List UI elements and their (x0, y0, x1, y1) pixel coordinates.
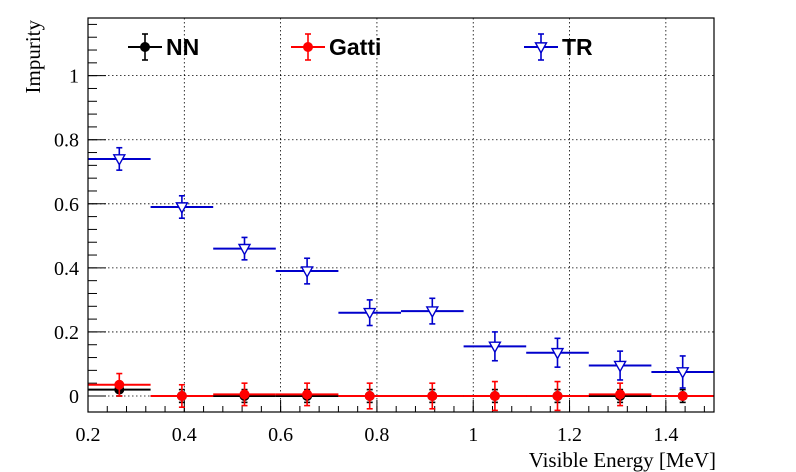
legend-label: TR (562, 34, 593, 60)
data-point (363, 307, 377, 320)
data-point (114, 379, 125, 390)
y-tick-label: 0 (69, 386, 79, 408)
series-layer (88, 146, 714, 412)
x-tick-label: 0.4 (172, 424, 197, 446)
data-point (550, 347, 565, 360)
series-tr (88, 146, 714, 389)
plot-frame (87, 17, 715, 413)
data-point (302, 389, 313, 400)
y-axis-title: Impurity (21, 20, 45, 94)
legend-label: NN (166, 34, 199, 60)
data-point (425, 306, 439, 319)
y-tick-label: 0.4 (54, 258, 79, 280)
data-point (552, 390, 563, 401)
y-tick-label: 0.6 (54, 194, 79, 216)
series-gatti (88, 372, 714, 412)
x-axis-title: Visible Energy [MeV] (529, 448, 716, 472)
data-point (364, 390, 375, 401)
legend-marker (140, 42, 150, 52)
tick-layer (87, 23, 705, 412)
y-tick-label: 0.8 (54, 130, 79, 152)
data-point (615, 389, 626, 400)
data-point (176, 390, 187, 401)
data-point (175, 202, 189, 215)
data-point (427, 390, 438, 401)
legend-item-nn: NN (128, 33, 199, 61)
data-point (300, 266, 314, 279)
data-point (613, 360, 627, 373)
data-point (489, 390, 500, 401)
legend-marker (303, 42, 313, 52)
data-point (239, 389, 250, 400)
legend-item-gatti: Gatti (291, 33, 381, 61)
data-point (488, 341, 502, 354)
y-tick-label: 1 (69, 66, 79, 88)
y-tick-label: 0.2 (54, 322, 79, 344)
x-tick-label: 0.8 (364, 424, 389, 446)
x-tick-label: 0.6 (268, 424, 293, 446)
x-tick-label: 1.2 (557, 424, 582, 446)
data-point (676, 367, 690, 380)
x-tick-label: 1 (468, 424, 478, 446)
data-point (237, 243, 252, 256)
tick-labels: 0.2 0.4 0.6 0.8 1 1.2 1.4 0 0.2 0.4 0.6 0.8 1 (54, 66, 678, 446)
x-tick-label: 1.4 (653, 424, 678, 446)
data-point (112, 154, 126, 167)
legend-label: Gatti (329, 34, 381, 60)
x-tick-label: 0.2 (76, 424, 101, 446)
legend: NN Gatti TR (128, 33, 593, 61)
data-point (677, 390, 688, 401)
legend-marker (534, 42, 548, 55)
legend-item-tr: TR (524, 33, 593, 61)
